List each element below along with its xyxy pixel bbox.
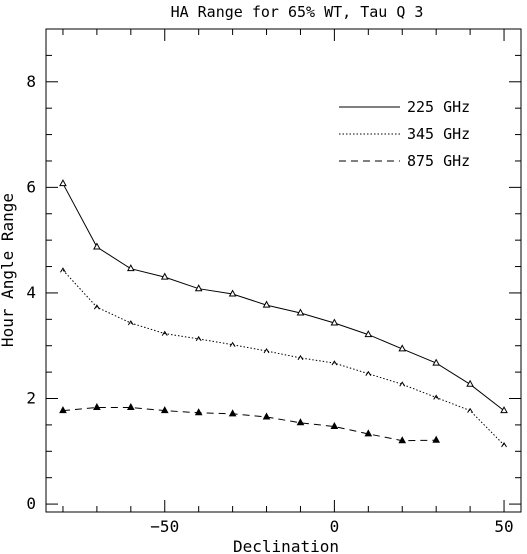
data-point (228, 409, 237, 417)
data-point (467, 407, 474, 413)
y-tick-label: 0 (26, 494, 36, 513)
legend: 225 GHz 345 GHz 875 GHz (339, 98, 470, 170)
data-point (93, 304, 100, 310)
data-point (127, 320, 134, 326)
data-point (433, 394, 440, 400)
data-point (59, 406, 67, 414)
data-point (161, 330, 168, 336)
data-point (432, 435, 441, 443)
series-line (62, 407, 437, 442)
plot-frame (45, 28, 522, 513)
data-point (195, 335, 202, 342)
data-point (466, 379, 474, 387)
axis-ticks: −50 0 50 0 2 4 6 8 (26, 28, 521, 536)
data-point (194, 408, 203, 416)
series-line (62, 269, 505, 446)
y-tick-label: 4 (26, 283, 36, 302)
data-point (160, 406, 169, 414)
data-point (126, 264, 135, 272)
data-point (330, 421, 339, 429)
legend-label: 225 GHz (407, 98, 470, 116)
data-point (126, 402, 135, 410)
y-tick-label: 2 (26, 389, 36, 408)
data-point (160, 272, 169, 280)
data-point (432, 358, 441, 366)
x-axis-label: Declination (233, 537, 339, 554)
y-tick-label: 8 (26, 72, 36, 91)
y-tick-label: 6 (26, 177, 36, 196)
chart-title: HA Range for 65% WT, Tau Q 3 (171, 3, 424, 21)
data-point (364, 330, 373, 338)
data-point (194, 284, 203, 292)
x-tick-label: 50 (494, 517, 513, 536)
data-point (331, 360, 338, 366)
x-tick-label: −50 (150, 517, 179, 536)
x-tick-label: 0 (330, 517, 340, 536)
data-point (59, 179, 67, 187)
data-point (501, 442, 507, 448)
data-point (263, 348, 270, 354)
data-point (262, 300, 271, 308)
data-point (228, 289, 237, 297)
data-point (398, 436, 407, 444)
data-point (398, 344, 407, 352)
data-point (296, 418, 305, 426)
data-point (500, 406, 508, 414)
legend-label: 345 GHz (407, 125, 470, 143)
data-point (399, 381, 406, 387)
data-point (262, 412, 271, 420)
data-point (60, 267, 66, 273)
data-point (364, 429, 373, 437)
data-point (296, 308, 305, 316)
data-point (229, 341, 236, 347)
legend-label: 875 GHz (407, 152, 470, 170)
data-point (330, 318, 339, 326)
y-axis-label: Hour Angle Range (0, 193, 17, 347)
series-layer (59, 179, 508, 448)
data-point (93, 242, 101, 250)
series-line (62, 183, 505, 411)
data-point (93, 402, 101, 410)
data-point (365, 370, 372, 376)
data-point (297, 354, 304, 361)
